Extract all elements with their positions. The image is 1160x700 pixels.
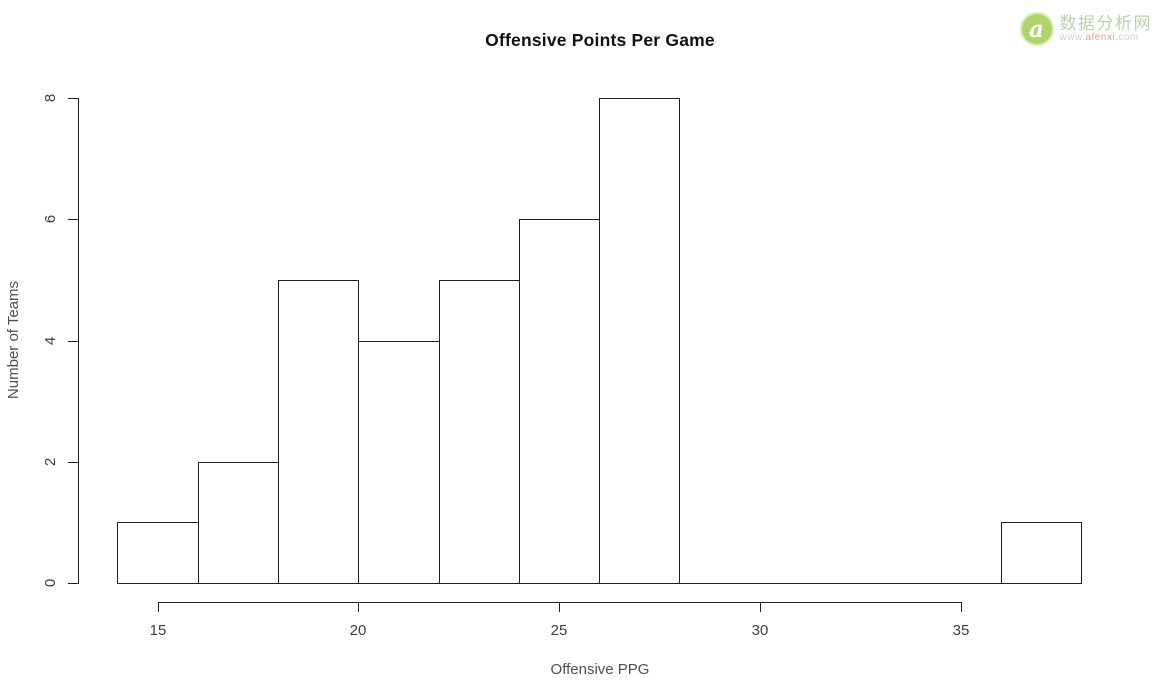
x-tick-label: 15 bbox=[149, 622, 167, 639]
y-axis-line bbox=[77, 98, 79, 584]
x-axis-tick bbox=[760, 602, 761, 612]
x-tick-label: 35 bbox=[952, 622, 970, 639]
afenxi-logo-letter: a bbox=[1029, 15, 1044, 43]
x-axis-label: Offensive PPG bbox=[550, 661, 650, 678]
y-axis-tick bbox=[67, 341, 78, 342]
x-axis-tick bbox=[158, 602, 159, 612]
histogram-bar bbox=[1001, 522, 1082, 584]
y-tick-label: 8 bbox=[41, 93, 58, 103]
histogram-bar bbox=[117, 522, 199, 584]
histogram-zero-bin bbox=[760, 583, 841, 584]
x-tick-label: 25 bbox=[550, 622, 568, 639]
histogram-bar bbox=[198, 462, 279, 584]
histogram-bar bbox=[599, 98, 680, 584]
x-tick-label: 20 bbox=[349, 622, 367, 639]
y-tick-label: 2 bbox=[41, 457, 58, 467]
y-axis-tick bbox=[67, 98, 78, 99]
x-axis-tick bbox=[559, 602, 560, 612]
y-axis-tick bbox=[67, 462, 78, 463]
watermark-site-name: 数据分析网 bbox=[1059, 13, 1152, 33]
watermark-url-domain: afenxi bbox=[1085, 31, 1116, 43]
histogram-zero-bin bbox=[920, 583, 1002, 584]
watermark-url-suffix: .com bbox=[1115, 31, 1139, 43]
watermark-afenxi: a 数据分析网 www.afenxi.com bbox=[1019, 12, 1153, 46]
y-tick-label: 6 bbox=[41, 214, 58, 224]
y-tick-label: 4 bbox=[41, 336, 58, 346]
x-axis-tick bbox=[961, 602, 962, 612]
y-axis-tick bbox=[67, 583, 78, 584]
watermark-url-prefix: www. bbox=[1059, 31, 1086, 43]
histogram-bar bbox=[519, 219, 600, 584]
y-tick-label: 0 bbox=[41, 578, 58, 588]
x-axis-line bbox=[158, 602, 962, 603]
x-axis-tick bbox=[358, 602, 359, 612]
watermark-text: 数据分析网 www.afenxi.com bbox=[1059, 13, 1153, 44]
histogram-bar bbox=[439, 280, 520, 584]
watermark-url: www.afenxi.com bbox=[1059, 31, 1153, 44]
histogram-zero-bin bbox=[679, 583, 761, 584]
afenxi-logo-icon: a bbox=[1019, 12, 1054, 46]
histogram-zero-bin bbox=[840, 583, 921, 584]
y-axis-label: Number of Teams bbox=[5, 280, 22, 400]
y-axis-tick bbox=[67, 219, 78, 220]
chart-title: Offensive Points Per Game bbox=[485, 30, 715, 50]
x-tick-label: 30 bbox=[751, 622, 769, 639]
histogram-bar bbox=[278, 280, 359, 584]
histogram-bar bbox=[358, 341, 440, 584]
